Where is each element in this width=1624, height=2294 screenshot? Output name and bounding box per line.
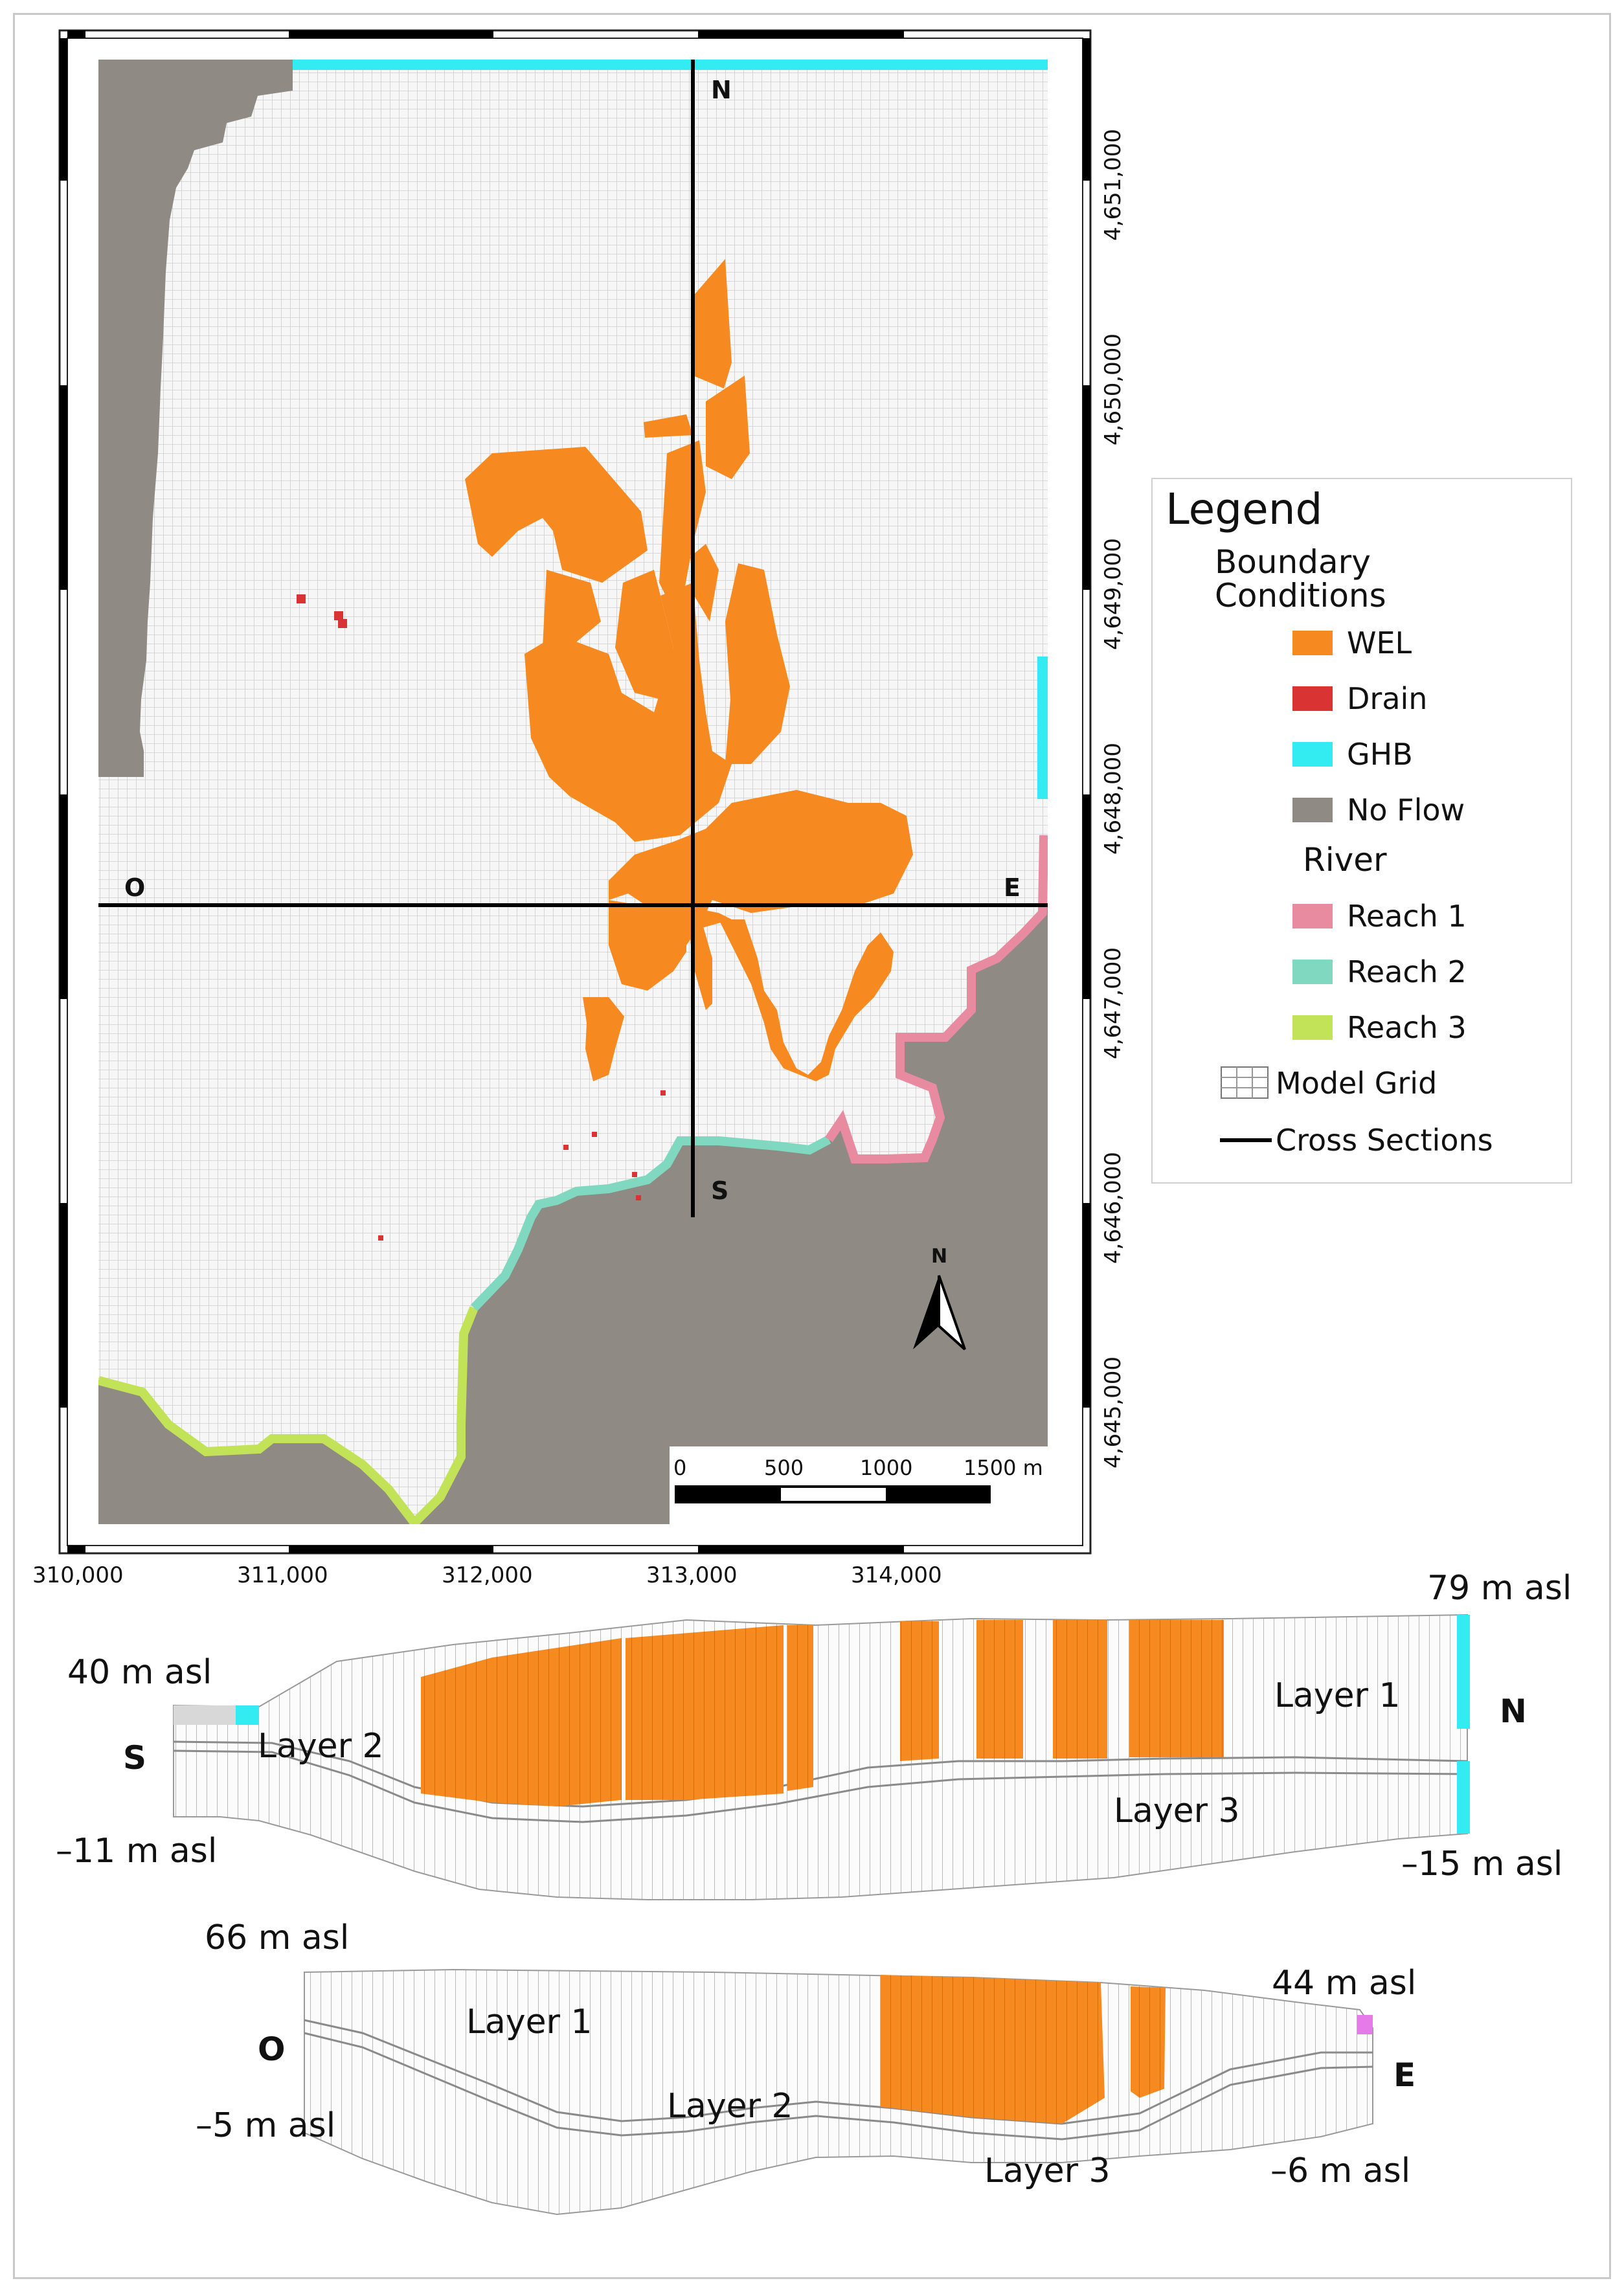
sn-end-n: N [1500, 1692, 1527, 1730]
cross-section-line-icon [1220, 1138, 1272, 1142]
scale-tick-0: 0 [673, 1456, 686, 1480]
sn-bottom-left-elev: –11 m asl [56, 1832, 217, 1871]
legend-swatch-reach3 [1292, 1015, 1333, 1040]
oe-layer-3-label: Layer 3 [984, 2152, 1111, 2190]
legend-swatch-ghb [1292, 742, 1333, 767]
legend-label-reach2: Reach 2 [1347, 954, 1467, 989]
x-axis-labels: 310,000 311,000 312,000 313,000 314,000 [32, 1562, 942, 1588]
scale-tick-500: 500 [764, 1456, 804, 1480]
sn-layer-2-label: Layer 2 [258, 1727, 384, 1766]
section-label-s: S [711, 1176, 728, 1205]
legend-swatch-noflow [1292, 798, 1333, 822]
y-tick-4647000: 4,647,000 [1100, 947, 1126, 1059]
scale-bar: 0 500 1000 1500 m [673, 1456, 1043, 1503]
legend-label-wel: WEL [1347, 625, 1412, 660]
x-tick-314000: 314,000 [851, 1562, 942, 1588]
scale-tick-1500: 1500 m [964, 1456, 1043, 1480]
y-tick-4646000: 4,646,000 [1100, 1152, 1126, 1264]
scale-tick-1000: 1000 [860, 1456, 912, 1480]
legend-label-ghb: GHB [1347, 737, 1413, 772]
reach-1-boundary [825, 835, 1048, 1164]
y-tick-4649000: 4,649,000 [1100, 538, 1126, 650]
x-tick-310000: 310,000 [32, 1562, 124, 1588]
legend-label-noflow: No Flow [1347, 793, 1465, 827]
reach-3-boundary [98, 1306, 479, 1524]
y-tick-4645000: 4,645,000 [1100, 1356, 1126, 1468]
legend-label-grid: Model Grid [1276, 1066, 1438, 1101]
legend-label-reach3: Reach 3 [1347, 1010, 1467, 1045]
y-tick-4650000: 4,650,000 [1100, 333, 1126, 445]
legend-swatch-drain [1292, 686, 1333, 711]
legend-boundary-heading: Boundary Conditions [1215, 543, 1386, 614]
north-arrow-label: N [931, 1245, 947, 1268]
oe-top-left-elev: 66 m asl [205, 1918, 349, 1957]
legend-swatch-wel [1292, 631, 1333, 655]
noflow-southeast [98, 905, 1048, 1524]
oe-body [304, 1968, 1373, 2216]
y-tick-4648000: 4,648,000 [1100, 743, 1126, 855]
oe-layer-1-label: Layer 1 [466, 2003, 592, 2041]
legend-river-heading: River [1303, 841, 1387, 879]
legend-swatch-reach1 [1292, 904, 1333, 928]
ghb-north [293, 60, 1048, 70]
y-tick-4651000: 4,651,000 [1100, 129, 1126, 241]
ghb-east [1037, 657, 1048, 799]
x-tick-313000: 313,000 [646, 1562, 738, 1588]
oe-end-o: O [258, 2030, 286, 2068]
noflow-west [98, 60, 293, 777]
figure-frame [13, 13, 1611, 2279]
sn-bottom-right-elev: –15 m asl [1401, 1845, 1562, 1884]
cross-section-sn [173, 1614, 1470, 1900]
oe-bottom-right-elev: –6 m asl [1270, 2152, 1410, 2190]
x-tick-311000: 311,000 [237, 1562, 328, 1588]
drain-cells [297, 594, 666, 1241]
model-area [98, 60, 1048, 1524]
x-tick-312000: 312,000 [442, 1562, 533, 1588]
section-label-e: E [1004, 873, 1021, 902]
legend-label-reach1: Reach 1 [1347, 899, 1467, 934]
oe-top-right-elev: 44 m asl [1272, 1964, 1416, 2003]
section-label-n: N [711, 76, 732, 104]
sn-top-left-elev: 40 m asl [67, 1653, 212, 1692]
y-axis-labels: 4,651,000 4,650,000 4,649,000 4,648,000 … [1100, 129, 1126, 1468]
legend: Legend Boundary Conditions WEL Drain GHB… [1151, 478, 1572, 1184]
legend-label-sections: Cross Sections [1276, 1123, 1493, 1158]
sn-layer-1-label: Layer 1 [1274, 1676, 1401, 1715]
section-label-o: O [124, 873, 145, 902]
reach-2-boundary [470, 1135, 831, 1311]
cross-section-oe [304, 1968, 1373, 2216]
sn-wel-columns [421, 1620, 1224, 1806]
legend-swatch-reach2 [1292, 960, 1333, 984]
north-arrow-icon: N [913, 1245, 966, 1351]
sn-layer-3-label: Layer 3 [1114, 1792, 1240, 1830]
sn-layer-boundary-2 [173, 1749, 1468, 1823]
legend-label-drain: Drain [1347, 681, 1428, 716]
oe-layer-2-label: Layer 2 [667, 2087, 793, 2126]
sn-end-s: S [123, 1739, 146, 1777]
sn-top-right-elev: 79 m asl [1427, 1569, 1572, 1608]
oe-wel-columns [881, 1975, 1166, 2124]
oe-layer-boundary-2 [304, 2032, 1373, 2141]
oe-layer-boundary-1 [304, 2019, 1373, 2125]
legend-title: Legend [1166, 484, 1323, 534]
oe-end-e: E [1393, 2056, 1415, 2094]
model-grid-icon [1221, 1066, 1269, 1099]
oe-bottom-left-elev: –5 m asl [196, 2106, 335, 2145]
